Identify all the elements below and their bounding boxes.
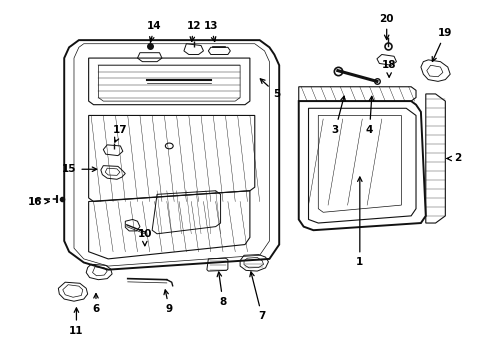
Text: 3: 3 (332, 96, 345, 135)
Text: 1: 1 (356, 177, 364, 267)
Text: 16: 16 (27, 197, 49, 207)
Text: 11: 11 (69, 308, 84, 336)
Text: 4: 4 (366, 96, 374, 135)
Text: 14: 14 (147, 21, 162, 41)
Text: 9: 9 (164, 290, 173, 314)
Text: 2: 2 (447, 153, 461, 163)
Text: 10: 10 (138, 229, 152, 246)
Text: 8: 8 (217, 272, 227, 307)
Text: 13: 13 (203, 21, 218, 41)
Text: 7: 7 (250, 272, 266, 321)
Text: 18: 18 (382, 60, 396, 77)
Text: 20: 20 (379, 14, 394, 40)
Text: 17: 17 (113, 125, 128, 142)
Text: 5: 5 (260, 79, 280, 99)
Text: 12: 12 (187, 21, 201, 41)
Text: 6: 6 (92, 293, 99, 314)
Text: 15: 15 (62, 164, 97, 174)
Text: 19: 19 (432, 28, 453, 62)
